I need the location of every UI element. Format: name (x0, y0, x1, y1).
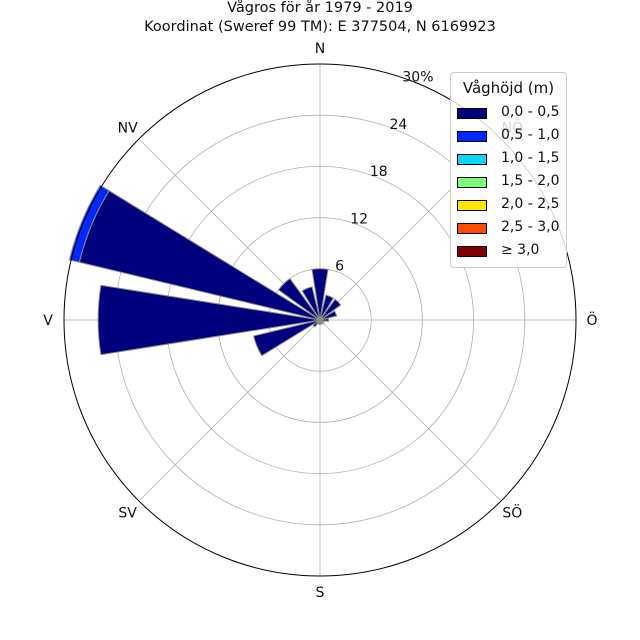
legend-label: 1,5 - 2,0 (501, 173, 560, 189)
compass-label: N (315, 41, 325, 57)
rose-bar (319, 298, 342, 321)
legend: Våghöjd (m) 0,0 - 0,5 0,5 - 1,0 1,0 - 1,… (450, 72, 567, 268)
legend-label: 2,5 - 3,0 (501, 219, 560, 235)
radial-tick-label: 18 (370, 164, 388, 180)
compass-label: SÖ (502, 503, 522, 521)
legend-label: 1,0 - 1,5 (501, 150, 560, 166)
rose-bar (301, 286, 321, 321)
rose-bar (312, 319, 321, 328)
legend-label: 0,0 - 0,5 (501, 104, 560, 120)
rose-bar (277, 277, 321, 321)
legend-swatch (457, 131, 487, 142)
rose-bar (319, 310, 338, 321)
legend-title: Våghöjd (m) (462, 79, 555, 97)
polar-frame (63, 63, 577, 577)
compass-label: SV (118, 505, 137, 521)
rose-bar (319, 294, 335, 321)
radial-tick-label: 6 (335, 259, 344, 275)
rose-bar (68, 184, 110, 263)
legend-swatch (457, 177, 487, 188)
legend-swatch (457, 200, 487, 211)
legend-swatch (457, 246, 487, 257)
compass-label: NV (118, 121, 138, 137)
chart-subtitle: Koordinat (Sweref 99 TM): E 377504, N 61… (144, 19, 496, 35)
grid-spoke (319, 319, 502, 502)
compass-label: S (316, 585, 325, 601)
legend-label: ≥ 3,0 (501, 242, 540, 258)
rose-bar (311, 268, 329, 321)
legend-label: 2,0 - 2,5 (501, 196, 560, 212)
compass-label: V (43, 313, 53, 329)
legend-label: 0,5 - 1,0 (501, 127, 560, 143)
compass-label: Ö (586, 311, 597, 329)
legend-swatch (457, 154, 487, 165)
chart-title: Vågros för år 1979 - 2019 (227, 0, 413, 16)
rose-bar (97, 284, 321, 356)
radial-tick-label: 24 (389, 117, 407, 133)
legend-swatch (457, 223, 487, 234)
rose-bar (253, 319, 321, 357)
radial-tick-label: 12 (350, 211, 368, 227)
grid-spoke (138, 319, 321, 502)
legend-swatch (457, 108, 487, 119)
radial-tick-label: 30% (402, 69, 433, 85)
rose-bar (319, 318, 330, 322)
